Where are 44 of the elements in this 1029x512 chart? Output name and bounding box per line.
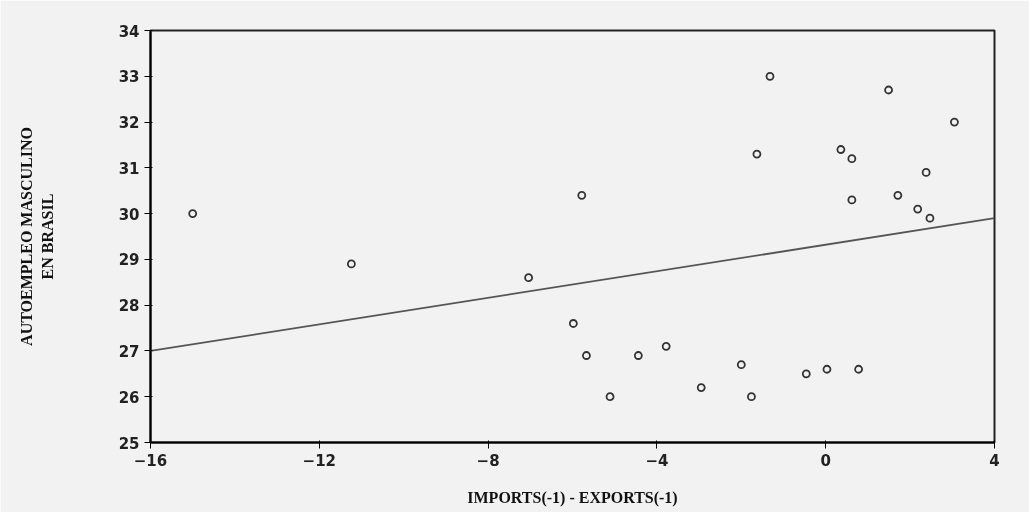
point bbox=[836, 145, 846, 154]
point bbox=[661, 341, 671, 351]
y-tick-label: 33 bbox=[118, 68, 140, 87]
y-tick-label: 25 bbox=[118, 434, 140, 453]
point bbox=[822, 364, 832, 374]
point bbox=[950, 117, 959, 127]
point bbox=[921, 168, 931, 177]
point bbox=[577, 190, 587, 200]
point bbox=[847, 154, 857, 164]
point bbox=[736, 360, 746, 370]
point bbox=[847, 195, 857, 205]
x-tick-label: −16 bbox=[133, 451, 168, 470]
x-tick-label: 0 bbox=[820, 451, 831, 470]
point bbox=[893, 190, 903, 200]
point bbox=[605, 392, 615, 402]
point bbox=[582, 351, 591, 360]
point bbox=[913, 204, 923, 214]
y-tick-label: 31 bbox=[118, 159, 140, 178]
x-tick-label: −4 bbox=[645, 451, 669, 470]
x-tick-label: −12 bbox=[302, 451, 337, 470]
y-tick-label: 32 bbox=[118, 114, 140, 133]
point bbox=[696, 383, 706, 392]
point bbox=[884, 85, 893, 95]
point bbox=[765, 71, 775, 81]
y-tick-label: 28 bbox=[118, 297, 140, 316]
y-tick-label: 26 bbox=[118, 388, 140, 407]
y-tick-label: 34 bbox=[118, 22, 140, 41]
x-tick-label: 4 bbox=[989, 451, 1000, 470]
y-tick-label: 27 bbox=[118, 342, 140, 361]
point bbox=[854, 364, 864, 374]
point bbox=[752, 149, 762, 159]
x-axis-title: IMPORTS(-1) - EXPORTS(-1) bbox=[467, 488, 678, 507]
y-tick-label: 30 bbox=[118, 205, 140, 224]
x-tick-label: −8 bbox=[476, 451, 500, 470]
point bbox=[568, 319, 578, 328]
point bbox=[524, 273, 534, 283]
point bbox=[747, 392, 756, 402]
y-tick-label: 29 bbox=[118, 251, 140, 270]
point bbox=[801, 369, 811, 379]
y-axis-title: AUTOEMPLEO MASCULINO EN BRASIL bbox=[18, 127, 56, 346]
point bbox=[633, 351, 643, 360]
point bbox=[346, 259, 356, 269]
point bbox=[925, 213, 935, 223]
point bbox=[188, 209, 198, 218]
